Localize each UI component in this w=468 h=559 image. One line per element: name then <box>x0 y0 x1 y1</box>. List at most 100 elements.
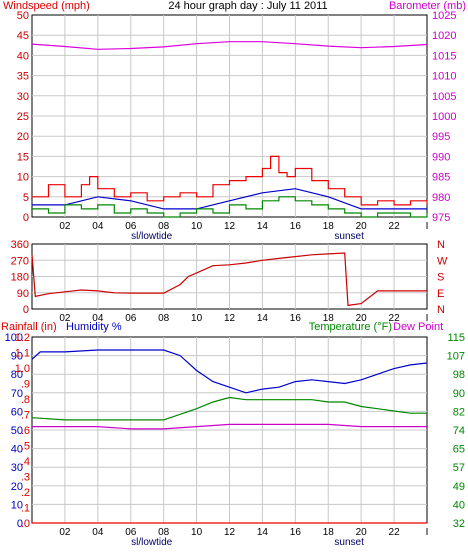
direction-panel-x-tick: 04 <box>92 313 104 324</box>
direction-panel-x-tick: 06 <box>125 313 137 324</box>
rainfall-y-tick: .6 <box>21 425 30 437</box>
climate-panel-x-tick: 02 <box>59 527 71 538</box>
direction-panel-x-tick: 14 <box>257 313 269 324</box>
barometer-y-tick: 995 <box>432 131 450 143</box>
rainfall-y-tick: .7 <box>21 410 30 422</box>
humidity-y-tick: 50 <box>11 425 23 437</box>
temperature-y-tick: 57 <box>453 462 465 474</box>
wind-panel-annotation: sl/lowtide <box>131 231 173 242</box>
windspeed-y-tick: 25 <box>17 111 29 123</box>
climate-panel-x-tick: I <box>426 527 429 538</box>
windspeed-axis-label: Windspeed (mph) <box>3 0 90 12</box>
temperature-y-tick: 32 <box>453 518 465 530</box>
barometer-series <box>31 41 428 50</box>
windspeed-y-tick: 5 <box>23 192 29 204</box>
wind-panel-x-tick: 04 <box>92 221 104 232</box>
rainfall-y-tick: 1.2 <box>15 332 30 344</box>
barometer-y-tick: 1000 <box>432 111 456 123</box>
wind-panel-x-tick: 08 <box>158 221 170 232</box>
direction-series <box>31 252 427 307</box>
rainfall-y-tick: 1.0 <box>15 363 30 375</box>
rainfall-y-tick: .0 <box>21 518 30 530</box>
temperature-series <box>31 396 427 421</box>
climate-panel-annotation: sl/lowtide <box>131 537 173 548</box>
direction-degrees-y-tick: 0 <box>23 304 29 316</box>
humidity-y-tick: 30 <box>11 462 23 474</box>
humidity-y-tick: 70 <box>11 388 23 400</box>
windspeed-y-tick: 45 <box>17 30 29 42</box>
direction-panel-x-tick: 22 <box>389 313 401 324</box>
gust-series <box>32 155 428 206</box>
direction-panel-x-tick: 02 <box>59 313 71 324</box>
direction-degrees-y-tick: 90 <box>17 288 29 300</box>
barometer-y-tick: 975 <box>432 212 450 224</box>
windspeed-y-tick: 0 <box>23 212 29 224</box>
temperature-y-tick: 65 <box>453 444 465 456</box>
barometer-y-tick: 985 <box>432 172 450 184</box>
climate-panel-annotation: sunset <box>334 537 364 548</box>
direction-degrees-y-tick: 180 <box>11 272 29 284</box>
climate-panel-x-tick: 22 <box>389 527 401 538</box>
average-series <box>32 188 427 210</box>
humidity-y-tick: 80 <box>11 369 23 381</box>
wind-series <box>32 196 428 218</box>
barometer-y-tick: 980 <box>432 192 450 204</box>
wind-panel-x-tick: 22 <box>389 221 401 232</box>
rainfall-y-tick: .3 <box>21 472 30 484</box>
wind-panel-x-tick: 02 <box>59 221 71 232</box>
temperature-y-tick: 40 <box>453 499 465 511</box>
wind-panel-x-tick: 16 <box>290 221 302 232</box>
humidity-axis-label: Humidity % <box>66 321 122 333</box>
windspeed-y-tick: 40 <box>17 50 29 62</box>
temperature-axis-label: Temperature (°F) <box>309 321 392 333</box>
temperature-y-tick: 74 <box>453 425 465 437</box>
rainfall-y-tick: 1.1 <box>15 348 30 360</box>
direction-panel-x-tick: 12 <box>224 313 236 324</box>
direction-degrees-y-tick: 270 <box>11 255 29 267</box>
direction-panel-x-tick: I <box>426 313 429 324</box>
direction-degrees-y-tick: 360 <box>11 239 29 251</box>
rainfall-y-tick: .8 <box>21 394 30 406</box>
humidity-y-tick: 40 <box>11 444 23 456</box>
direction-compass-y-tick: E <box>437 288 444 300</box>
rainfall-y-tick: .5 <box>21 441 30 453</box>
direction-panel-x-tick: 08 <box>158 313 170 324</box>
climate-panel-x-tick: 06 <box>125 527 137 538</box>
temperature-y-tick: 115 <box>447 332 465 344</box>
wind-panel-x-tick: 20 <box>356 221 368 232</box>
windspeed-y-tick: 10 <box>17 172 29 184</box>
windspeed-y-tick: 35 <box>17 71 29 83</box>
climate-panel-x-tick: 12 <box>224 527 236 538</box>
humidity-series <box>31 349 428 394</box>
wind-panel-x-tick: 18 <box>323 221 335 232</box>
direction-panel-x-tick: 10 <box>191 313 203 324</box>
chart-title: 24 hour graph day : July 11 2011 <box>168 0 327 12</box>
barometer-y-tick: 1010 <box>432 71 456 83</box>
windspeed-y-tick: 30 <box>17 91 29 103</box>
temperature-y-tick: 107 <box>447 351 465 363</box>
wind-panel-x-tick: 12 <box>224 221 236 232</box>
barometer-axis-label: Barometer (mb) <box>389 0 466 12</box>
windspeed-y-tick: 20 <box>17 131 29 143</box>
humidity-y-tick: 0 <box>17 518 23 530</box>
climate-panel-x-tick: 04 <box>92 527 104 538</box>
climate-panel-x-tick: 20 <box>356 527 368 538</box>
climate-panel-x-tick: 14 <box>257 527 269 538</box>
temperature-y-tick: 49 <box>453 481 465 493</box>
dewpoint-series <box>32 423 427 430</box>
temperature-y-tick: 90 <box>453 388 465 400</box>
direction-panel-x-tick: 16 <box>290 313 302 324</box>
rainfall-axis-label: Rainfall (in) <box>1 321 57 333</box>
rainfall-y-tick: .2 <box>21 487 30 499</box>
wind-panel-x-tick: 10 <box>191 221 203 232</box>
barometer-y-tick: 1015 <box>432 50 456 62</box>
dewpoint-axis-label: Dew Point <box>393 321 443 333</box>
direction-compass-y-tick: N <box>437 304 445 316</box>
barometer-y-tick: 990 <box>432 151 450 163</box>
direction-panel-x-tick: 18 <box>323 313 335 324</box>
direction-compass-y-tick: W <box>437 255 448 267</box>
direction-panel-x-tick: 20 <box>356 313 368 324</box>
temperature-y-tick: 98 <box>453 369 465 381</box>
rainfall-y-tick: .1 <box>21 503 30 515</box>
climate-panel-x-tick: 18 <box>323 527 335 538</box>
